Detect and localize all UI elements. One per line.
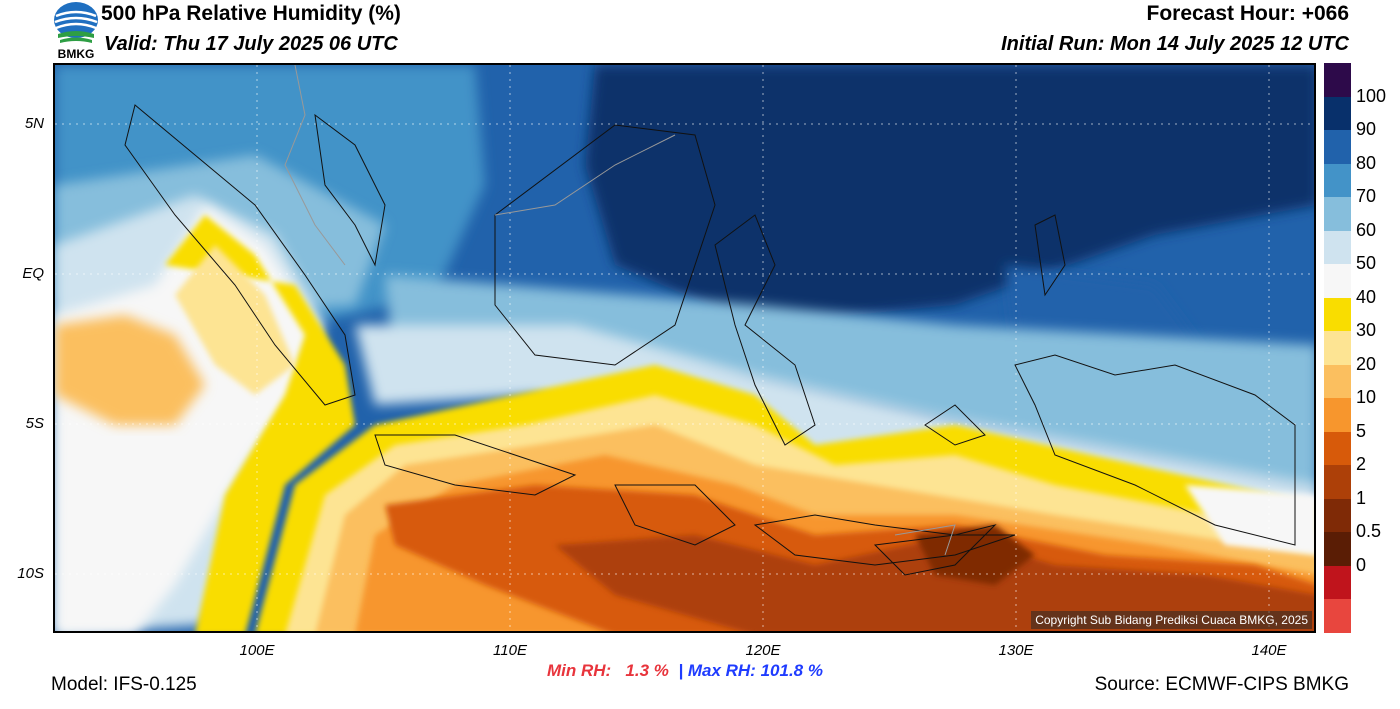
max-rh-label: Max RH: <box>687 661 756 680</box>
colorbar-segment <box>1324 264 1351 299</box>
colorbar-label: 20 <box>1356 353 1377 374</box>
colorbar-segment <box>1324 532 1351 567</box>
colorbar-segment <box>1324 465 1351 500</box>
valid-time: Valid: Thu 17 July 2025 06 UTC <box>104 33 398 55</box>
colorbar-label: 50 <box>1356 253 1377 274</box>
rh-stats: Min RH: 1.3 % | Max RH: 101.8 % <box>547 661 823 681</box>
lon-tick-130e: 130E <box>998 642 1034 659</box>
colorbar-label: 60 <box>1356 219 1377 240</box>
lat-tick-5n: 5N <box>24 115 44 132</box>
lat-tick-eq: EQ <box>22 265 44 282</box>
colorbar-segment <box>1324 331 1351 366</box>
forecast-hour: Forecast Hour: +066 <box>1146 2 1350 25</box>
coastlines <box>124 104 1296 576</box>
colorbar-segment <box>1324 130 1351 165</box>
lon-tick-140e: 140E <box>1251 642 1287 659</box>
colorbar-segment <box>1324 599 1351 634</box>
lat-tick-10s: 10S <box>17 565 44 582</box>
humidity-field <box>55 65 1314 631</box>
colorbar-segment <box>1324 163 1351 198</box>
min-rh-label: Min RH: <box>547 661 612 680</box>
colorbar-label: 0 <box>1356 554 1367 575</box>
min-rh-value: 1.3 % <box>625 661 669 680</box>
colorbar-segment <box>1324 63 1351 98</box>
model-label: Model: IFS-0.125 <box>51 674 197 695</box>
colorbar-segment <box>1324 197 1351 232</box>
colorbar-label: 1 <box>1356 487 1367 508</box>
colorbar-segment <box>1324 364 1351 399</box>
colorbar-label: 100 <box>1356 85 1387 106</box>
copyright-notice: Copyright Sub Bidang Prediksi Cuaca BMKG… <box>1031 611 1312 629</box>
colorbar-label: 2 <box>1356 454 1367 475</box>
colorbar-segment <box>1324 498 1351 533</box>
colorbar-segment <box>1324 398 1351 433</box>
colorbar-label: 0.5 <box>1356 521 1382 542</box>
colorbar-label: 40 <box>1356 286 1377 307</box>
max-rh-value: 101.8 % <box>760 661 823 680</box>
lon-tick-100e: 100E <box>239 642 275 659</box>
lon-tick-120e: 120E <box>745 642 781 659</box>
colorbar-segment <box>1324 297 1351 332</box>
logo-text: BMKG <box>58 47 95 61</box>
colorbar-segment <box>1324 96 1351 131</box>
humidity-map: Copyright Sub Bidang Prediksi Cuaca BMKG… <box>53 63 1316 633</box>
source-label: Source: ECMWF-CIPS BMKG <box>1094 674 1349 695</box>
chart-title: 500 hPa Relative Humidity (%) <box>101 2 401 25</box>
colorbar-label: 90 <box>1356 119 1377 140</box>
colorbar-segment <box>1324 431 1351 466</box>
colorbar-label: 70 <box>1356 186 1377 207</box>
stats-separator: | <box>678 661 684 680</box>
bmkg-logo-icon: BMKG <box>52 0 100 62</box>
colorbar-segment <box>1324 230 1351 265</box>
colorbar-segment <box>1324 565 1351 600</box>
colorbar-label: 5 <box>1356 420 1367 441</box>
initial-run: Initial Run: Mon 14 July 2025 12 UTC <box>1001 33 1349 55</box>
colorbar <box>1324 63 1351 634</box>
colorbar-label: 10 <box>1356 387 1377 408</box>
colorbar-label: 80 <box>1356 152 1377 173</box>
lon-tick-110e: 110E <box>493 642 527 659</box>
colorbar-label: 30 <box>1356 320 1377 341</box>
lat-tick-5s: 5S <box>25 415 44 432</box>
